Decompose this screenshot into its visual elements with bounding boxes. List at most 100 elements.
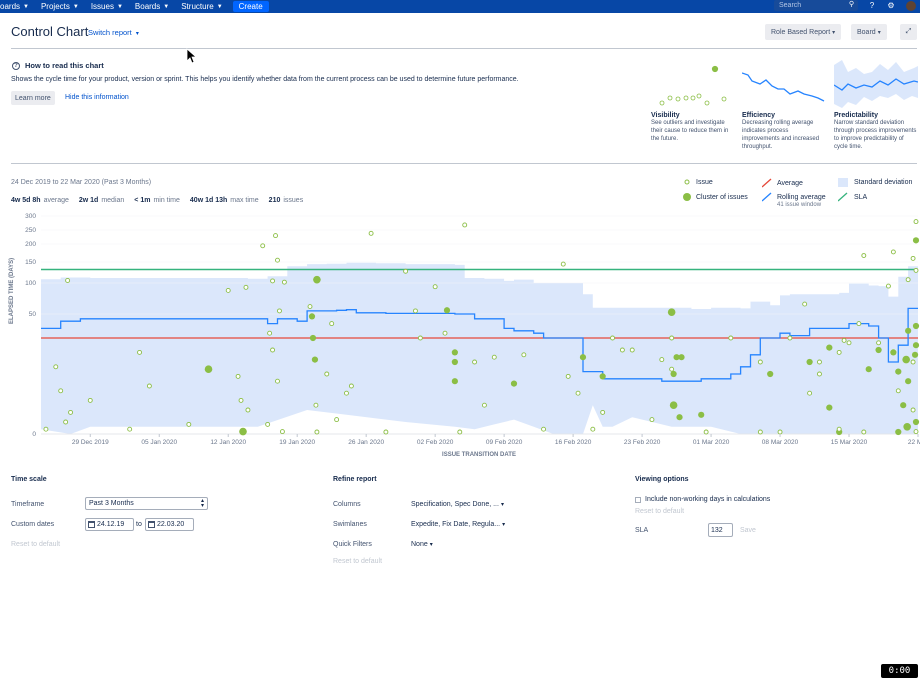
cluster-point[interactable] (826, 344, 833, 351)
issue-point[interactable] (273, 233, 278, 239)
issue-point[interactable] (368, 230, 374, 236)
issue-point[interactable] (243, 284, 249, 290)
issue-point[interactable] (910, 255, 916, 261)
issue-point[interactable] (235, 373, 241, 379)
issue-point[interactable] (313, 402, 319, 408)
issue-point[interactable] (186, 421, 192, 427)
cluster-point[interactable] (826, 404, 833, 411)
switch-report-link[interactable]: Switch report ▾ (88, 28, 139, 37)
issue-point[interactable] (275, 378, 280, 384)
legend-sla[interactable]: SLA (838, 192, 867, 202)
nav-projects[interactable]: Projects ▼ (35, 0, 85, 13)
legend-issue[interactable]: Issue (683, 178, 713, 186)
settings-icon[interactable]: ⚙ (887, 1, 895, 10)
issue-point[interactable] (63, 419, 69, 425)
cluster-point[interactable] (308, 313, 316, 320)
issue-point[interactable] (412, 308, 418, 314)
cluster-point[interactable] (673, 354, 680, 361)
columns-dropdown[interactable]: Specification, Spec Done, ... ▾ (411, 501, 504, 508)
cluster-point[interactable] (806, 358, 813, 366)
issue-point[interactable] (575, 390, 581, 396)
issue-point[interactable] (334, 417, 340, 423)
cluster-point[interactable] (912, 342, 920, 349)
issue-point[interactable] (895, 388, 901, 394)
nav-issues[interactable]: Issues ▼ (85, 0, 129, 13)
create-button[interactable]: Create (232, 1, 269, 12)
cluster-point[interactable] (865, 366, 872, 373)
cluster-point[interactable] (905, 378, 912, 385)
issue-point[interactable] (442, 330, 448, 336)
cluster-point[interactable] (669, 401, 678, 409)
issue-point[interactable] (267, 330, 273, 336)
issue-point[interactable] (669, 366, 675, 372)
cluster-point[interactable] (670, 370, 677, 378)
issue-point[interactable] (417, 335, 423, 341)
issue-point[interactable] (225, 287, 231, 293)
cluster-point[interactable] (313, 275, 321, 284)
issue-point[interactable] (329, 321, 335, 327)
legend-std[interactable]: Standard deviation (838, 178, 912, 187)
issue-point[interactable] (307, 304, 313, 310)
avatar[interactable] (906, 1, 916, 11)
issue-point[interactable] (817, 359, 822, 365)
issue-point[interactable] (53, 364, 59, 370)
issue-point[interactable] (913, 429, 919, 435)
cluster-point[interactable] (895, 368, 902, 375)
cluster-point[interactable] (451, 358, 458, 366)
issue-point[interactable] (344, 390, 349, 396)
cluster-point[interactable] (443, 307, 451, 314)
issue-point[interactable] (65, 278, 71, 283)
issue-points[interactable] (43, 219, 920, 436)
quick-filters-dropdown[interactable]: None ▾ (411, 541, 433, 548)
issue-point[interactable] (245, 407, 251, 413)
issue-point[interactable] (472, 359, 478, 365)
swimlanes-dropdown[interactable]: Expedite, Fix Date, Regula... ▾ (411, 521, 505, 528)
legend-average[interactable]: Average (762, 178, 803, 188)
issue-point[interactable] (913, 219, 919, 225)
issue-point[interactable] (58, 388, 64, 394)
issue-point[interactable] (629, 347, 635, 353)
issue-point[interactable] (146, 383, 152, 389)
legend-cluster[interactable]: Cluster of issues (683, 192, 748, 202)
cluster-point[interactable] (451, 349, 458, 356)
issue-point[interactable] (836, 426, 842, 432)
issue-point[interactable] (905, 277, 911, 283)
cluster-point[interactable] (311, 356, 319, 363)
cluster-point[interactable] (678, 354, 685, 361)
cluster-point[interactable] (510, 380, 518, 387)
nav-boards[interactable]: Boards ▼ (129, 0, 175, 13)
control-chart[interactable]: 0 50 100 150 200 250 300 29 Dec 2019 05 Jan 2020… (0, 210, 920, 460)
issue-point[interactable] (277, 308, 282, 314)
cluster-point[interactable] (667, 308, 676, 316)
date-to-input[interactable]: 22.03.20 (145, 518, 194, 531)
issue-point[interactable] (841, 337, 847, 343)
issue-point[interactable] (265, 421, 271, 427)
issue-point[interactable] (861, 253, 867, 258)
cluster-point[interactable] (599, 373, 606, 380)
issue-point[interactable] (457, 429, 463, 435)
issue-point[interactable] (324, 371, 330, 377)
cluster-point[interactable] (900, 402, 907, 409)
issue-point[interactable] (87, 397, 93, 403)
cluster-point[interactable] (676, 414, 683, 421)
cluster-point[interactable] (767, 370, 774, 378)
issue-point[interactable] (600, 409, 606, 415)
nav-structure[interactable]: Structure ▼ (175, 0, 228, 13)
issue-point[interactable] (890, 249, 896, 255)
issue-point[interactable] (590, 426, 596, 432)
sla-input[interactable]: 132 (708, 523, 733, 537)
nav-dashboards[interactable]: oards ▼ (0, 0, 35, 13)
legend-rolling[interactable]: Rolling average (762, 192, 826, 202)
issue-point[interactable] (270, 278, 276, 284)
issue-point[interactable] (432, 284, 438, 290)
issue-point[interactable] (802, 301, 808, 307)
cluster-point[interactable] (905, 327, 912, 334)
non-working-days-checkbox[interactable] (635, 497, 641, 503)
issue-point[interactable] (314, 429, 320, 435)
issue-point[interactable] (659, 357, 665, 363)
fullscreen-button[interactable]: ⤢ (900, 24, 917, 40)
cluster-point[interactable] (239, 427, 247, 436)
issue-point[interactable] (728, 335, 734, 341)
cluster-point[interactable] (912, 322, 920, 330)
cluster-point[interactable] (890, 349, 897, 356)
